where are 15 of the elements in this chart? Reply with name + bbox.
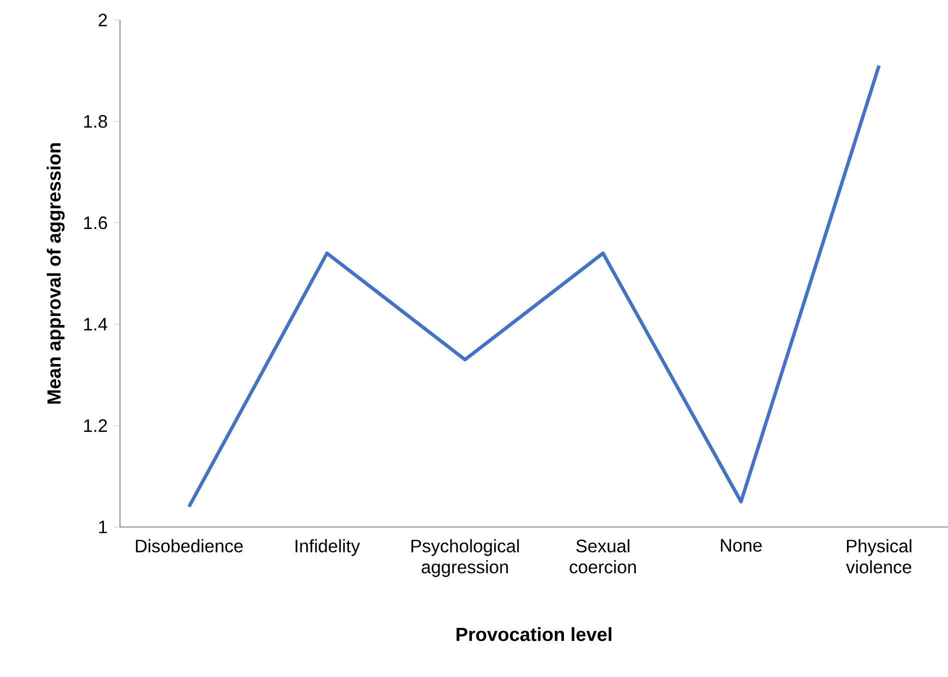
x-tick-label: Physical violence [846, 539, 912, 574]
y-axis-title: Mean approval of aggression [46, 143, 65, 404]
y-tick-label: 1 [99, 520, 107, 534]
y-tick-label: 1.6 [84, 216, 108, 230]
line-series [187, 64, 881, 508]
x-axis-title: Provocation level [456, 627, 612, 642]
y-tick-label: 1.8 [84, 115, 108, 128]
x-tick-label: Psychological aggression [411, 539, 519, 577]
x-tick-label: Sexual coercion [570, 539, 636, 574]
y-tick-label: 2 [98, 14, 107, 26]
x-tick-label: Infidelity [296, 539, 360, 556]
x-tick-label: Disobedience [136, 539, 243, 552]
x-tick-label: None [720, 539, 762, 552]
y-tick-label: 1.4 [84, 318, 108, 330]
y-tick-label: 1.2 [84, 419, 107, 432]
